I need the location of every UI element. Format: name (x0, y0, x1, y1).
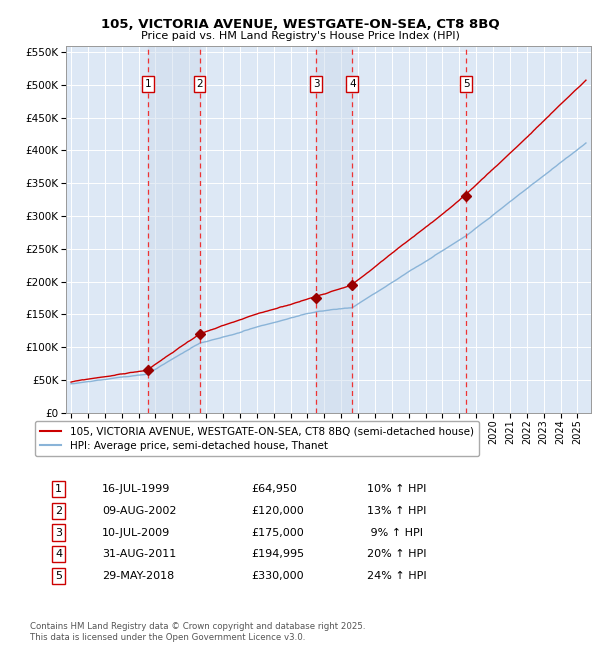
Text: 5: 5 (55, 571, 62, 581)
Text: 13% ↑ HPI: 13% ↑ HPI (367, 506, 426, 515)
Bar (316, 46, 352, 413)
Text: 105, VICTORIA AVENUE, WESTGATE-ON-SEA, CT8 8BQ: 105, VICTORIA AVENUE, WESTGATE-ON-SEA, C… (101, 18, 499, 31)
Text: 10% ↑ HPI: 10% ↑ HPI (367, 484, 426, 494)
Text: 9% ↑ HPI: 9% ↑ HPI (367, 528, 423, 538)
Text: 2: 2 (196, 79, 203, 89)
Text: 1: 1 (55, 484, 62, 494)
Text: £330,000: £330,000 (251, 571, 304, 581)
Legend: 105, VICTORIA AVENUE, WESTGATE-ON-SEA, CT8 8BQ (semi-detached house), HPI: Avera: 105, VICTORIA AVENUE, WESTGATE-ON-SEA, C… (35, 421, 479, 456)
Bar (148, 46, 200, 413)
Text: £194,995: £194,995 (251, 549, 304, 560)
Text: 10-JUL-2009: 10-JUL-2009 (102, 528, 170, 538)
Text: 2: 2 (55, 506, 62, 515)
Text: 20% ↑ HPI: 20% ↑ HPI (367, 549, 426, 560)
Text: Price paid vs. HM Land Registry's House Price Index (HPI): Price paid vs. HM Land Registry's House … (140, 31, 460, 41)
Text: 31-AUG-2011: 31-AUG-2011 (102, 549, 176, 560)
Text: £175,000: £175,000 (251, 528, 304, 538)
Text: Contains HM Land Registry data © Crown copyright and database right 2025.
This d: Contains HM Land Registry data © Crown c… (30, 622, 365, 642)
Text: 09-AUG-2002: 09-AUG-2002 (102, 506, 176, 515)
Text: 3: 3 (55, 528, 62, 538)
Text: 24% ↑ HPI: 24% ↑ HPI (367, 571, 427, 581)
Text: 1: 1 (145, 79, 151, 89)
Text: 5: 5 (463, 79, 470, 89)
Text: £64,950: £64,950 (251, 484, 296, 494)
Text: £120,000: £120,000 (251, 506, 304, 515)
Text: 4: 4 (55, 549, 62, 560)
Text: 3: 3 (313, 79, 320, 89)
Text: 29-MAY-2018: 29-MAY-2018 (102, 571, 174, 581)
Text: 4: 4 (349, 79, 356, 89)
Text: 16-JUL-1999: 16-JUL-1999 (102, 484, 170, 494)
